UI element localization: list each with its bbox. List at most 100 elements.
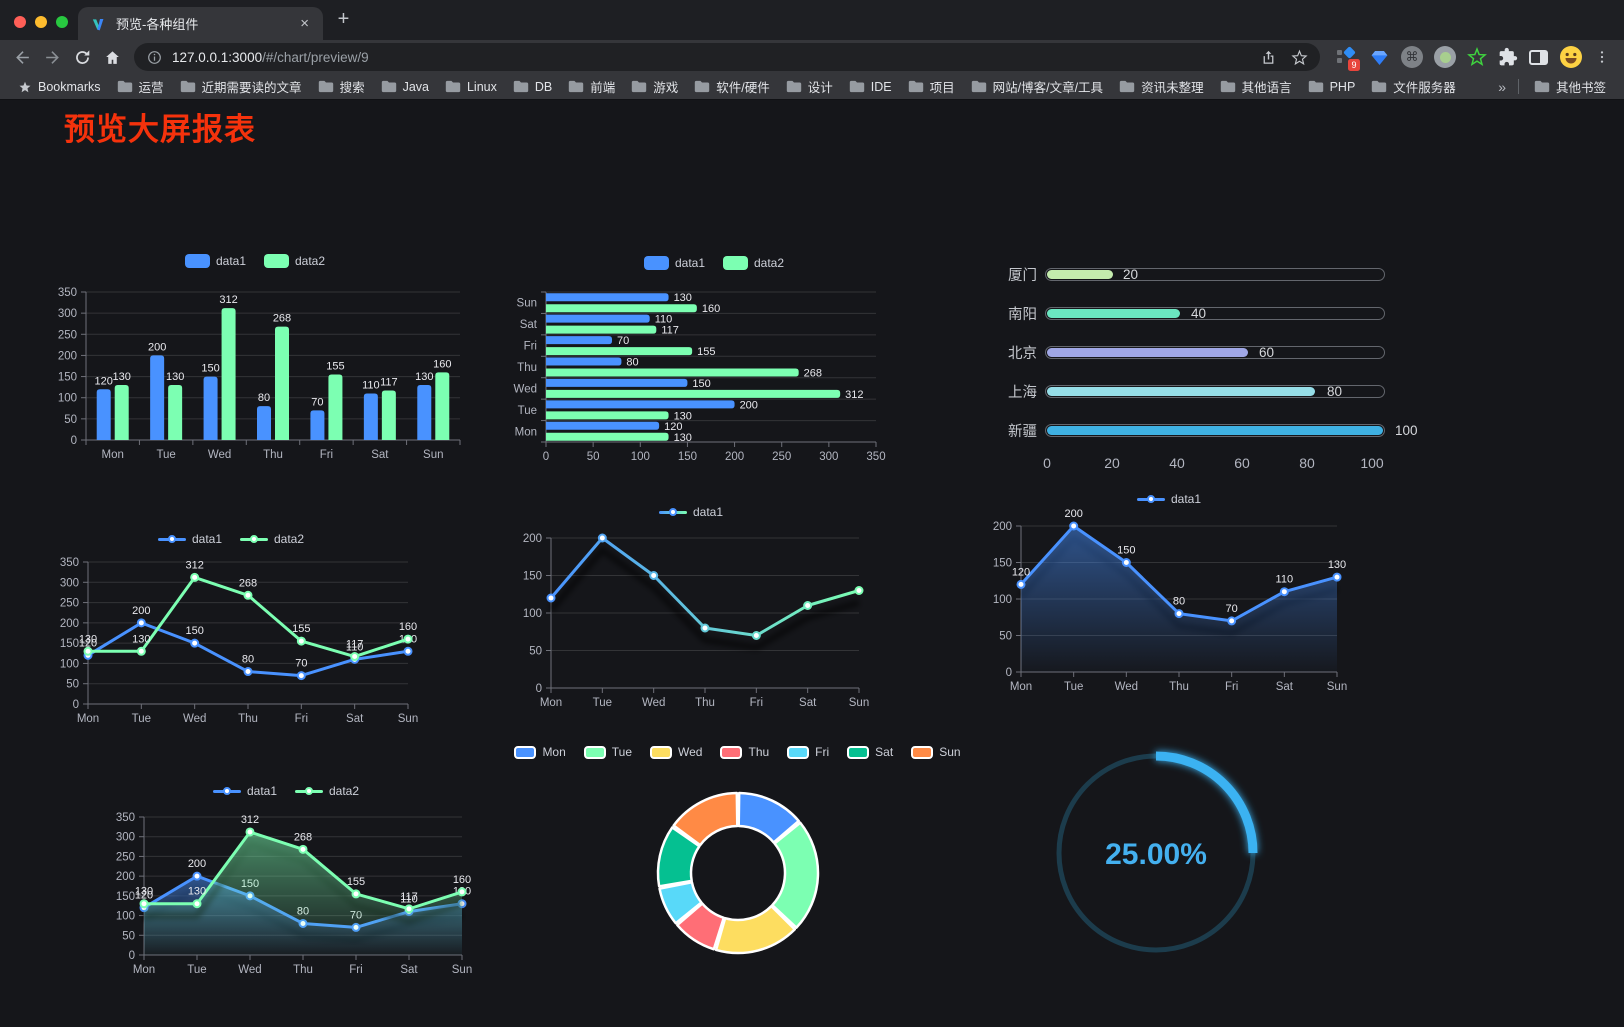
svg-text:130: 130 [135, 886, 153, 898]
bookmark-folder-item[interactable]: 项目 [900, 74, 963, 99]
axis-tick-label: 0 [1043, 455, 1051, 471]
close-window-button[interactable] [14, 16, 26, 28]
home-button[interactable] [98, 43, 126, 71]
svg-text:100: 100 [523, 608, 542, 620]
legend-item[interactable]: data1 [157, 532, 222, 546]
svg-text:155: 155 [347, 876, 365, 888]
bookmark-folder-item[interactable]: PHP [1300, 77, 1364, 97]
chart-canvas [656, 791, 820, 955]
bookmark-folder-item[interactable]: 近期需要读的文章 [172, 74, 310, 99]
command-extension-icon[interactable]: ⌘ [1401, 46, 1423, 68]
site-info-icon[interactable] [146, 49, 163, 66]
svg-text:155: 155 [292, 623, 310, 635]
extensions-puzzle-icon[interactable] [1498, 47, 1518, 67]
svg-text:150: 150 [185, 625, 203, 637]
bookmark-folder-label: 运营 [138, 81, 164, 95]
other-bookmarks-label: 其他书签 [1555, 81, 1606, 95]
legend-item[interactable]: data2 [240, 532, 304, 546]
legend-swatch [514, 745, 537, 759]
bookmark-folder-item[interactable]: IDE [841, 77, 900, 97]
bookmark-folder-item[interactable]: 游戏 [623, 74, 686, 99]
maximize-window-button[interactable] [56, 16, 68, 28]
bookmarks-manager-item[interactable]: Bookmarks [10, 77, 109, 97]
browser-menu-icon[interactable] [1594, 48, 1610, 66]
chart-legend: data1 data2 [498, 256, 930, 270]
svg-text:Mon: Mon [133, 964, 155, 976]
chart-city-progress: 厦门 20 南阳 40 北京 60 上海 80 新疆 100 0 20 40 60 80 100 [985, 250, 1430, 490]
svg-text:200: 200 [60, 618, 79, 630]
legend-item[interactable]: Sun [911, 745, 961, 759]
progress-value: 80 [1327, 383, 1343, 399]
bookmark-folder-item[interactable]: Java [373, 77, 437, 97]
url-text[interactable]: 127.0.0.1:3000/#/chart/preview/9 [172, 50, 1250, 65]
bookmarks-overflow-chevron[interactable]: » [1498, 78, 1506, 95]
progress-value: 60 [1259, 344, 1275, 360]
browser-tab[interactable]: 预览-各种组件 × [78, 7, 323, 40]
legend-item[interactable]: Sat [847, 745, 893, 759]
legend-item[interactable]: data2 [723, 256, 784, 270]
svg-text:50: 50 [122, 930, 135, 942]
svg-text:0: 0 [536, 683, 542, 695]
legend-item[interactable]: data1 [658, 505, 723, 519]
svg-text:200: 200 [993, 521, 1012, 533]
legend-item[interactable]: Wed [650, 745, 702, 759]
new-tab-button[interactable]: + [337, 8, 350, 30]
bookmark-folder-item[interactable]: DB [505, 77, 560, 97]
svg-text:300: 300 [58, 308, 77, 320]
folder-icon [1119, 80, 1135, 93]
legend-item[interactable]: Mon [514, 745, 566, 759]
bookmark-folder-item[interactable]: 网站/博客/文章/工具 [963, 74, 1111, 99]
bookmark-folder-label: 设计 [807, 81, 833, 95]
share-icon[interactable] [1260, 49, 1277, 66]
bookmark-folder-label: IDE [870, 79, 892, 94]
legend-item[interactable]: data1 [643, 256, 705, 270]
address-bar[interactable]: 127.0.0.1:3000/#/chart/preview/9 [134, 43, 1320, 71]
bookmark-folder-item[interactable]: 搜索 [310, 74, 373, 99]
legend-swatch [658, 508, 687, 516]
recorder-extension-icon[interactable] [1434, 46, 1456, 68]
svg-text:130: 130 [1328, 559, 1346, 571]
legend-label: data1 [1170, 492, 1202, 506]
side-panel-icon[interactable] [1529, 49, 1548, 65]
bookmarks-bar: Bookmarks 运营 近期需要读的文章 搜索 Java Linux DB 前端 游戏 软件/… [0, 74, 1624, 100]
bookmark-folder-item[interactable]: 前端 [560, 74, 623, 99]
axis-tick-label: 40 [1169, 455, 1185, 471]
profile-avatar[interactable] [1559, 45, 1583, 69]
reload-button[interactable] [68, 43, 96, 71]
legend-item[interactable]: data2 [264, 254, 325, 268]
tab-close-icon[interactable]: × [300, 15, 309, 32]
bookmark-folder-item[interactable]: 资讯未整理 [1111, 74, 1212, 99]
bookmark-folder-item[interactable]: Linux [437, 77, 505, 97]
other-bookmarks-item[interactable]: 其他书签 [1526, 74, 1614, 99]
legend-item[interactable]: data1 [1136, 492, 1202, 506]
progress-fill [1047, 308, 1181, 318]
legend-label: data2 [274, 532, 305, 546]
folder-icon [632, 80, 647, 93]
progress-fill [1047, 269, 1113, 279]
chart-canvas: 25.00% [1056, 751, 1258, 953]
bookmark-folder-item[interactable]: 设计 [778, 74, 841, 99]
legend-item[interactable]: Fri [787, 745, 829, 759]
bookmark-folder-label: 游戏 [653, 81, 679, 95]
gem-extension-icon[interactable] [1369, 47, 1390, 68]
bookmark-folder-label: Java [402, 79, 429, 94]
back-button[interactable] [8, 43, 36, 71]
legend-item[interactable]: Tue [583, 745, 632, 759]
svg-text:110: 110 [1276, 574, 1294, 586]
forward-button[interactable] [38, 43, 66, 71]
green-star-extension-icon[interactable] [1467, 47, 1487, 67]
legend-item[interactable]: data1 [184, 254, 246, 268]
bookmark-folder-item[interactable]: 软件/硬件 [686, 74, 777, 99]
svg-text:0: 0 [71, 435, 77, 447]
svg-text:150: 150 [58, 372, 77, 384]
chart-canvas: 0 50 100 150 200 Mon Tue Wed Thu Fri Sat Sun 120 200 1… [993, 508, 1347, 693]
minimize-window-button[interactable] [35, 16, 47, 28]
extension-grid-icon[interactable]: 9 [1334, 45, 1360, 71]
bookmark-star-icon[interactable] [1291, 49, 1308, 66]
bookmark-folder-item[interactable]: 其他语言 [1212, 74, 1300, 99]
legend-item[interactable]: Thu [720, 745, 769, 759]
legend-item[interactable]: data1 [212, 784, 277, 798]
bookmark-folder-item[interactable]: 运营 [109, 74, 172, 99]
legend-item[interactable]: data2 [295, 784, 359, 798]
bookmark-folder-item[interactable]: 文件服务器 [1363, 74, 1464, 99]
